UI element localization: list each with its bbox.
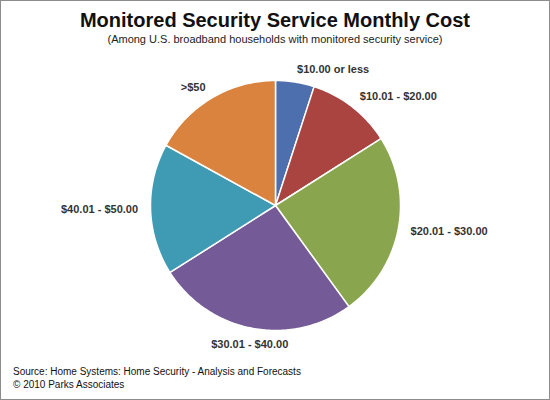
- html-text:© 2010 Parks Associates: © 2010 Parks Associates: [13, 379, 125, 390]
- html-text:Source: Home Systems: Home Sec: Source: Home Systems: Home Security - An…: [13, 366, 301, 377]
- svg-text:>$50: >$50: [181, 81, 206, 93]
- svg-text:$30.01 - $40.00: $30.01 - $40.00: [211, 338, 288, 350]
- svg-text:$40.01 - $50.00: $40.01 - $50.00: [61, 203, 138, 215]
- html-text:Monitored Security Service Mon: Monitored Security Service Monthly Cost: [80, 9, 470, 31]
- svg-text:$20.01 - $30.00: $20.01 - $30.00: [411, 225, 488, 237]
- svg-text:$10.01 - $20.00: $10.01 - $20.00: [360, 90, 437, 102]
- html-text:(Among U.S. broadband househol: (Among U.S. broadband households with mo…: [107, 33, 443, 45]
- svg-text:$10.00 or less: $10.00 or less: [297, 63, 369, 75]
